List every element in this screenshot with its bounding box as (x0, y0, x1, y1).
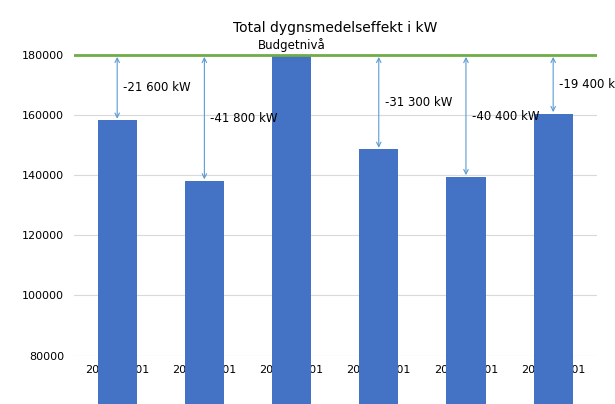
Bar (184, 181, 224, 404)
Text: Budgetnivå: Budgetnivå (258, 38, 325, 52)
Bar (534, 114, 573, 404)
Text: -41 800 kW: -41 800 kW (210, 112, 278, 124)
Text: -40 400 kW: -40 400 kW (472, 109, 539, 122)
Bar (359, 149, 399, 404)
Bar (272, 55, 311, 404)
Bar (98, 120, 137, 404)
Text: -19 400 kW: -19 400 kW (559, 78, 615, 91)
Text: -21 600 kW: -21 600 kW (123, 81, 191, 94)
Text: -31 300 kW: -31 300 kW (385, 96, 452, 109)
Title: Total dygnsmedelseffekt i kW: Total dygnsmedelseffekt i kW (233, 21, 437, 35)
Bar (446, 177, 486, 404)
